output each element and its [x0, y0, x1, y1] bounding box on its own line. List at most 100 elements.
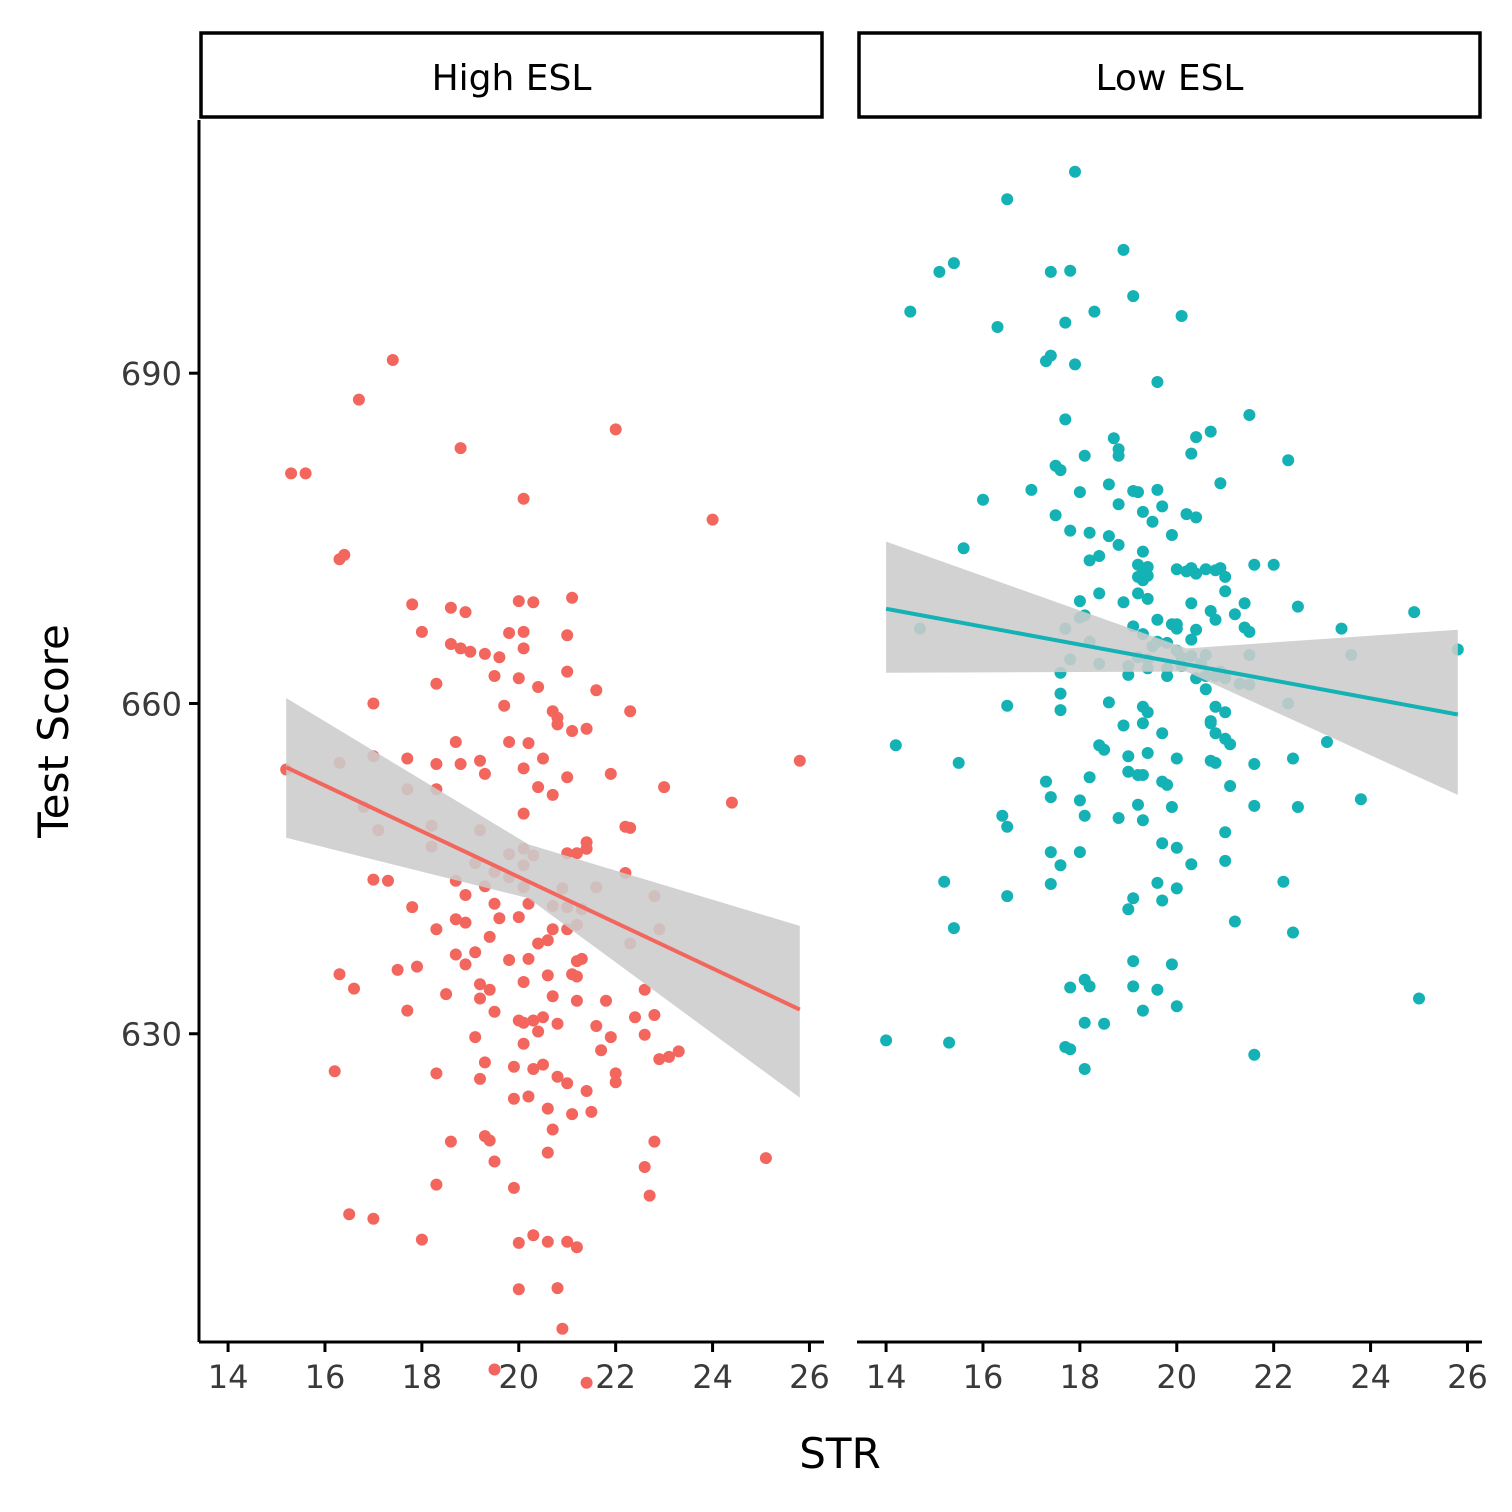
data-point [1165, 801, 1178, 813]
data-point [1044, 878, 1057, 890]
data-point [483, 930, 496, 943]
data-point [488, 670, 501, 682]
x-tick-label: 26 [789, 1358, 830, 1396]
data-point [580, 1376, 593, 1389]
x-tick-label: 14 [866, 1358, 907, 1396]
data-point [933, 265, 946, 278]
data-point [503, 627, 516, 639]
x-tick-label: 18 [402, 1358, 443, 1396]
data-point [604, 767, 617, 780]
data-point [1228, 915, 1241, 928]
data-point [1102, 478, 1115, 491]
data-point [1083, 771, 1096, 784]
data-point [1059, 413, 1072, 426]
data-point [532, 1025, 545, 1038]
data-point [561, 771, 574, 784]
data-point [1112, 498, 1125, 511]
data-point [517, 976, 530, 988]
data-point [1170, 752, 1183, 765]
data-point [488, 897, 501, 910]
data-point [1248, 1048, 1261, 1061]
data-point [537, 1011, 549, 1024]
data-point [469, 946, 482, 959]
data-point [1136, 545, 1149, 558]
data-point [609, 423, 622, 436]
data-point [1132, 798, 1144, 811]
data-point [1185, 447, 1198, 460]
data-point [580, 1085, 593, 1097]
data-point [566, 591, 579, 604]
data-point [1073, 794, 1086, 807]
data-point [648, 1135, 661, 1148]
data-point [1069, 358, 1081, 371]
data-point [333, 968, 346, 981]
data-point [643, 1189, 656, 1202]
data-point [454, 758, 467, 770]
data-point [570, 955, 583, 968]
data-point [1248, 799, 1261, 812]
data-point [561, 1077, 574, 1090]
data-point [503, 954, 516, 966]
data-point [638, 1161, 651, 1173]
data-point [1156, 837, 1169, 850]
data-point [1170, 841, 1183, 854]
data-point [517, 1037, 530, 1050]
data-point [943, 1036, 956, 1049]
data-point [1175, 310, 1188, 322]
data-point [1156, 500, 1169, 513]
data-point [663, 1050, 675, 1063]
x-tick-label: 20 [498, 1358, 539, 1396]
data-point [1059, 316, 1072, 329]
data-point [537, 752, 549, 765]
data-point [1161, 670, 1174, 682]
x-tick-label: 24 [692, 1358, 733, 1396]
data-point [1136, 1004, 1149, 1017]
data-point [517, 807, 530, 820]
data-point [498, 699, 511, 712]
data-point [1040, 775, 1052, 788]
data-point [1064, 981, 1077, 994]
x-tick-label: 18 [1060, 1358, 1101, 1396]
data-point [1321, 736, 1333, 748]
data-point [430, 923, 443, 936]
data-point [512, 911, 525, 924]
data-point [1238, 597, 1251, 610]
data-point [343, 1208, 356, 1221]
data-point [503, 736, 516, 748]
data-point [566, 725, 579, 737]
data-point [977, 493, 989, 506]
data-point [488, 1155, 501, 1168]
data-point [464, 645, 477, 658]
data-point [1335, 622, 1348, 635]
data-point [478, 1056, 491, 1069]
data-point [1098, 743, 1111, 756]
data-point [532, 781, 545, 794]
data-point [585, 1105, 598, 1118]
data-point [1127, 980, 1140, 993]
data-point [546, 990, 559, 1003]
data-point [1151, 983, 1164, 996]
data-point [880, 1034, 893, 1047]
data-point [382, 874, 394, 887]
data-point [1073, 486, 1086, 499]
data-point [672, 1045, 685, 1058]
data-point [522, 1090, 535, 1103]
data-point [532, 681, 545, 693]
data-point [1228, 608, 1241, 621]
data-point [546, 1123, 559, 1136]
data-point [1073, 595, 1086, 608]
data-point [561, 629, 574, 642]
data-point [725, 796, 738, 809]
confidence-band [886, 541, 1458, 795]
data-point [541, 1146, 554, 1159]
data-point [1102, 696, 1115, 709]
data-point [1190, 567, 1203, 580]
data-point [1141, 592, 1154, 605]
data-point [1141, 747, 1154, 759]
data-point [1127, 290, 1140, 303]
data-point [1132, 587, 1144, 600]
data-point [1248, 558, 1261, 571]
x-tick-label: 24 [1350, 1358, 1391, 1396]
data-point [1165, 529, 1178, 541]
